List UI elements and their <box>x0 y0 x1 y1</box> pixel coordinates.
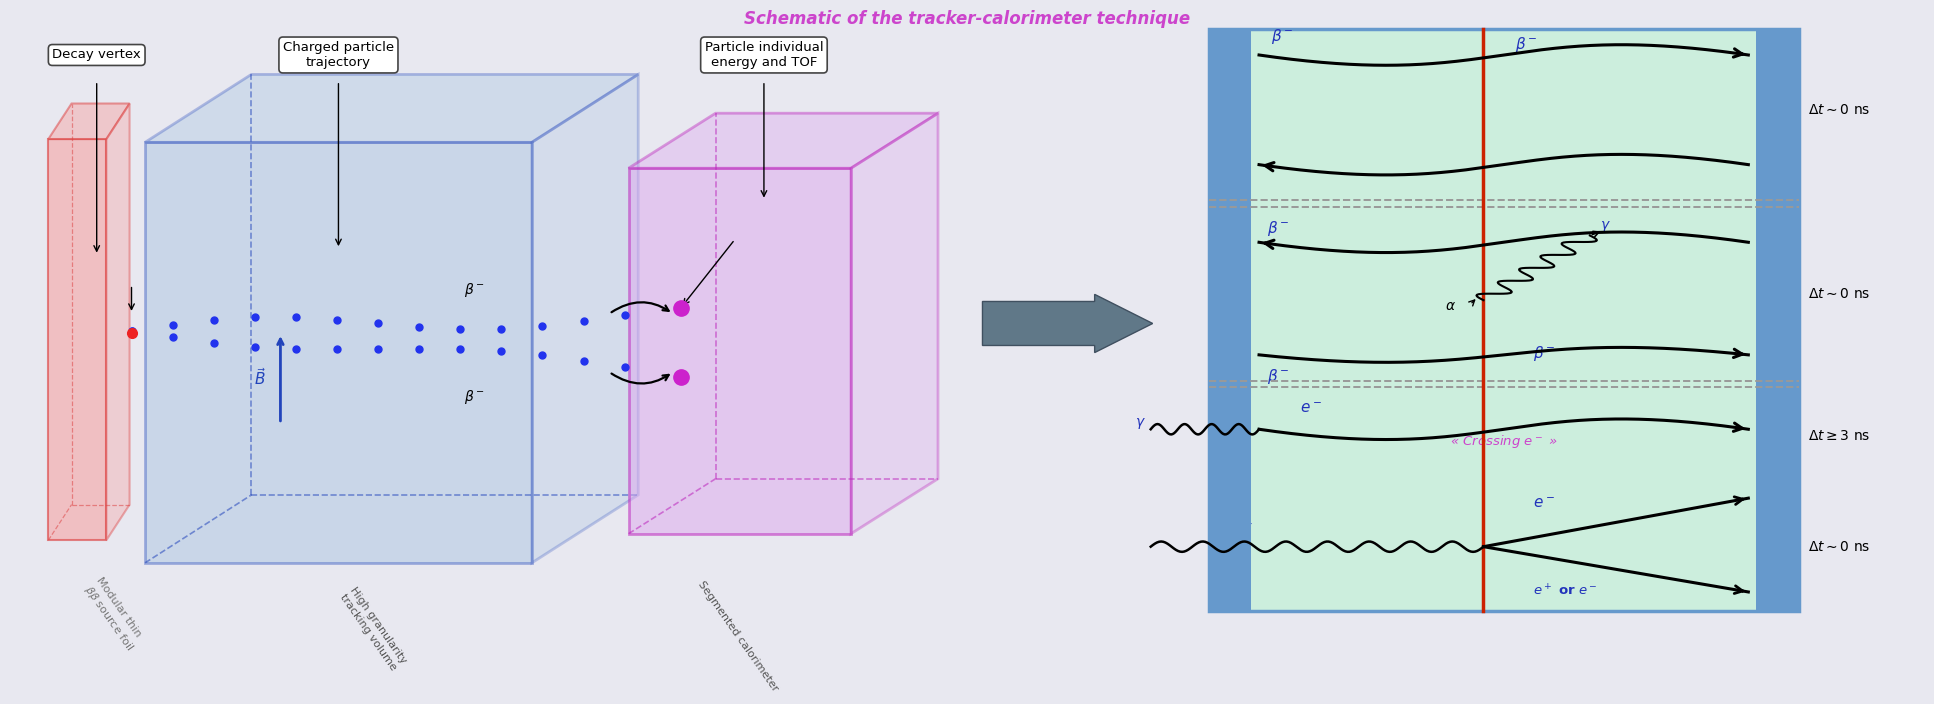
Text: $\gamma$: $\gamma$ <box>1599 219 1611 234</box>
Text: $e^-$: $e^-$ <box>1300 401 1321 416</box>
Polygon shape <box>629 168 851 534</box>
Text: $\Delta t \sim 0$ ns: $\Delta t \sim 0$ ns <box>1808 287 1870 301</box>
Text: Decay vertex: Decay vertex <box>52 49 141 61</box>
FancyArrow shape <box>982 294 1153 353</box>
Text: Modular thin
$\beta\beta$ source foil: Modular thin $\beta\beta$ source foil <box>81 576 147 653</box>
Polygon shape <box>48 139 106 540</box>
Text: $\gamma$: $\gamma$ <box>1135 416 1147 431</box>
Polygon shape <box>532 75 638 563</box>
Text: High granularity
tracking volume: High granularity tracking volume <box>338 586 408 672</box>
Text: $\beta^-$: $\beta^-$ <box>1267 218 1290 237</box>
Text: $e^-$: $e^-$ <box>1534 496 1555 511</box>
Text: $\beta^-$: $\beta^-$ <box>464 282 485 299</box>
Text: $\gamma$: $\gamma$ <box>1242 520 1253 536</box>
Text: $\Delta t \geq 3$ ns: $\Delta t \geq 3$ ns <box>1808 429 1870 443</box>
Polygon shape <box>106 103 130 540</box>
Bar <box>1209 29 1251 611</box>
Polygon shape <box>145 75 638 142</box>
Polygon shape <box>48 103 130 139</box>
Text: $\beta^-$: $\beta^-$ <box>1516 34 1538 54</box>
Text: Segmented calorimeter: Segmented calorimeter <box>696 579 779 693</box>
Text: Particle individual
energy and TOF: Particle individual energy and TOF <box>704 41 824 69</box>
Text: $\beta^-$: $\beta^-$ <box>464 388 485 406</box>
Bar <box>1209 29 1799 611</box>
Text: $\Delta t \sim 0$ ns: $\Delta t \sim 0$ ns <box>1808 103 1870 117</box>
Text: $\alpha$: $\alpha$ <box>1445 299 1456 313</box>
Text: $\beta^-$: $\beta^-$ <box>1534 344 1557 363</box>
Text: Charged particle
trajectory: Charged particle trajectory <box>282 41 395 69</box>
Text: $\vec{B}$: $\vec{B}$ <box>255 367 267 388</box>
Text: $\beta^-$: $\beta^-$ <box>1271 27 1294 46</box>
Text: Schematic of the tracker-calorimeter technique: Schematic of the tracker-calorimeter tec… <box>745 10 1189 27</box>
Text: $\Delta t \sim 0$ ns: $\Delta t \sim 0$ ns <box>1808 540 1870 553</box>
Bar <box>1756 29 1799 611</box>
Polygon shape <box>145 142 532 563</box>
Text: « Crossing $e^-$ »: « Crossing $e^-$ » <box>1450 434 1557 451</box>
Text: $e^+$ or $e^-$: $e^+$ or $e^-$ <box>1534 583 1597 598</box>
Polygon shape <box>851 113 938 534</box>
Text: $\beta^-$: $\beta^-$ <box>1267 367 1290 386</box>
Polygon shape <box>629 113 938 168</box>
